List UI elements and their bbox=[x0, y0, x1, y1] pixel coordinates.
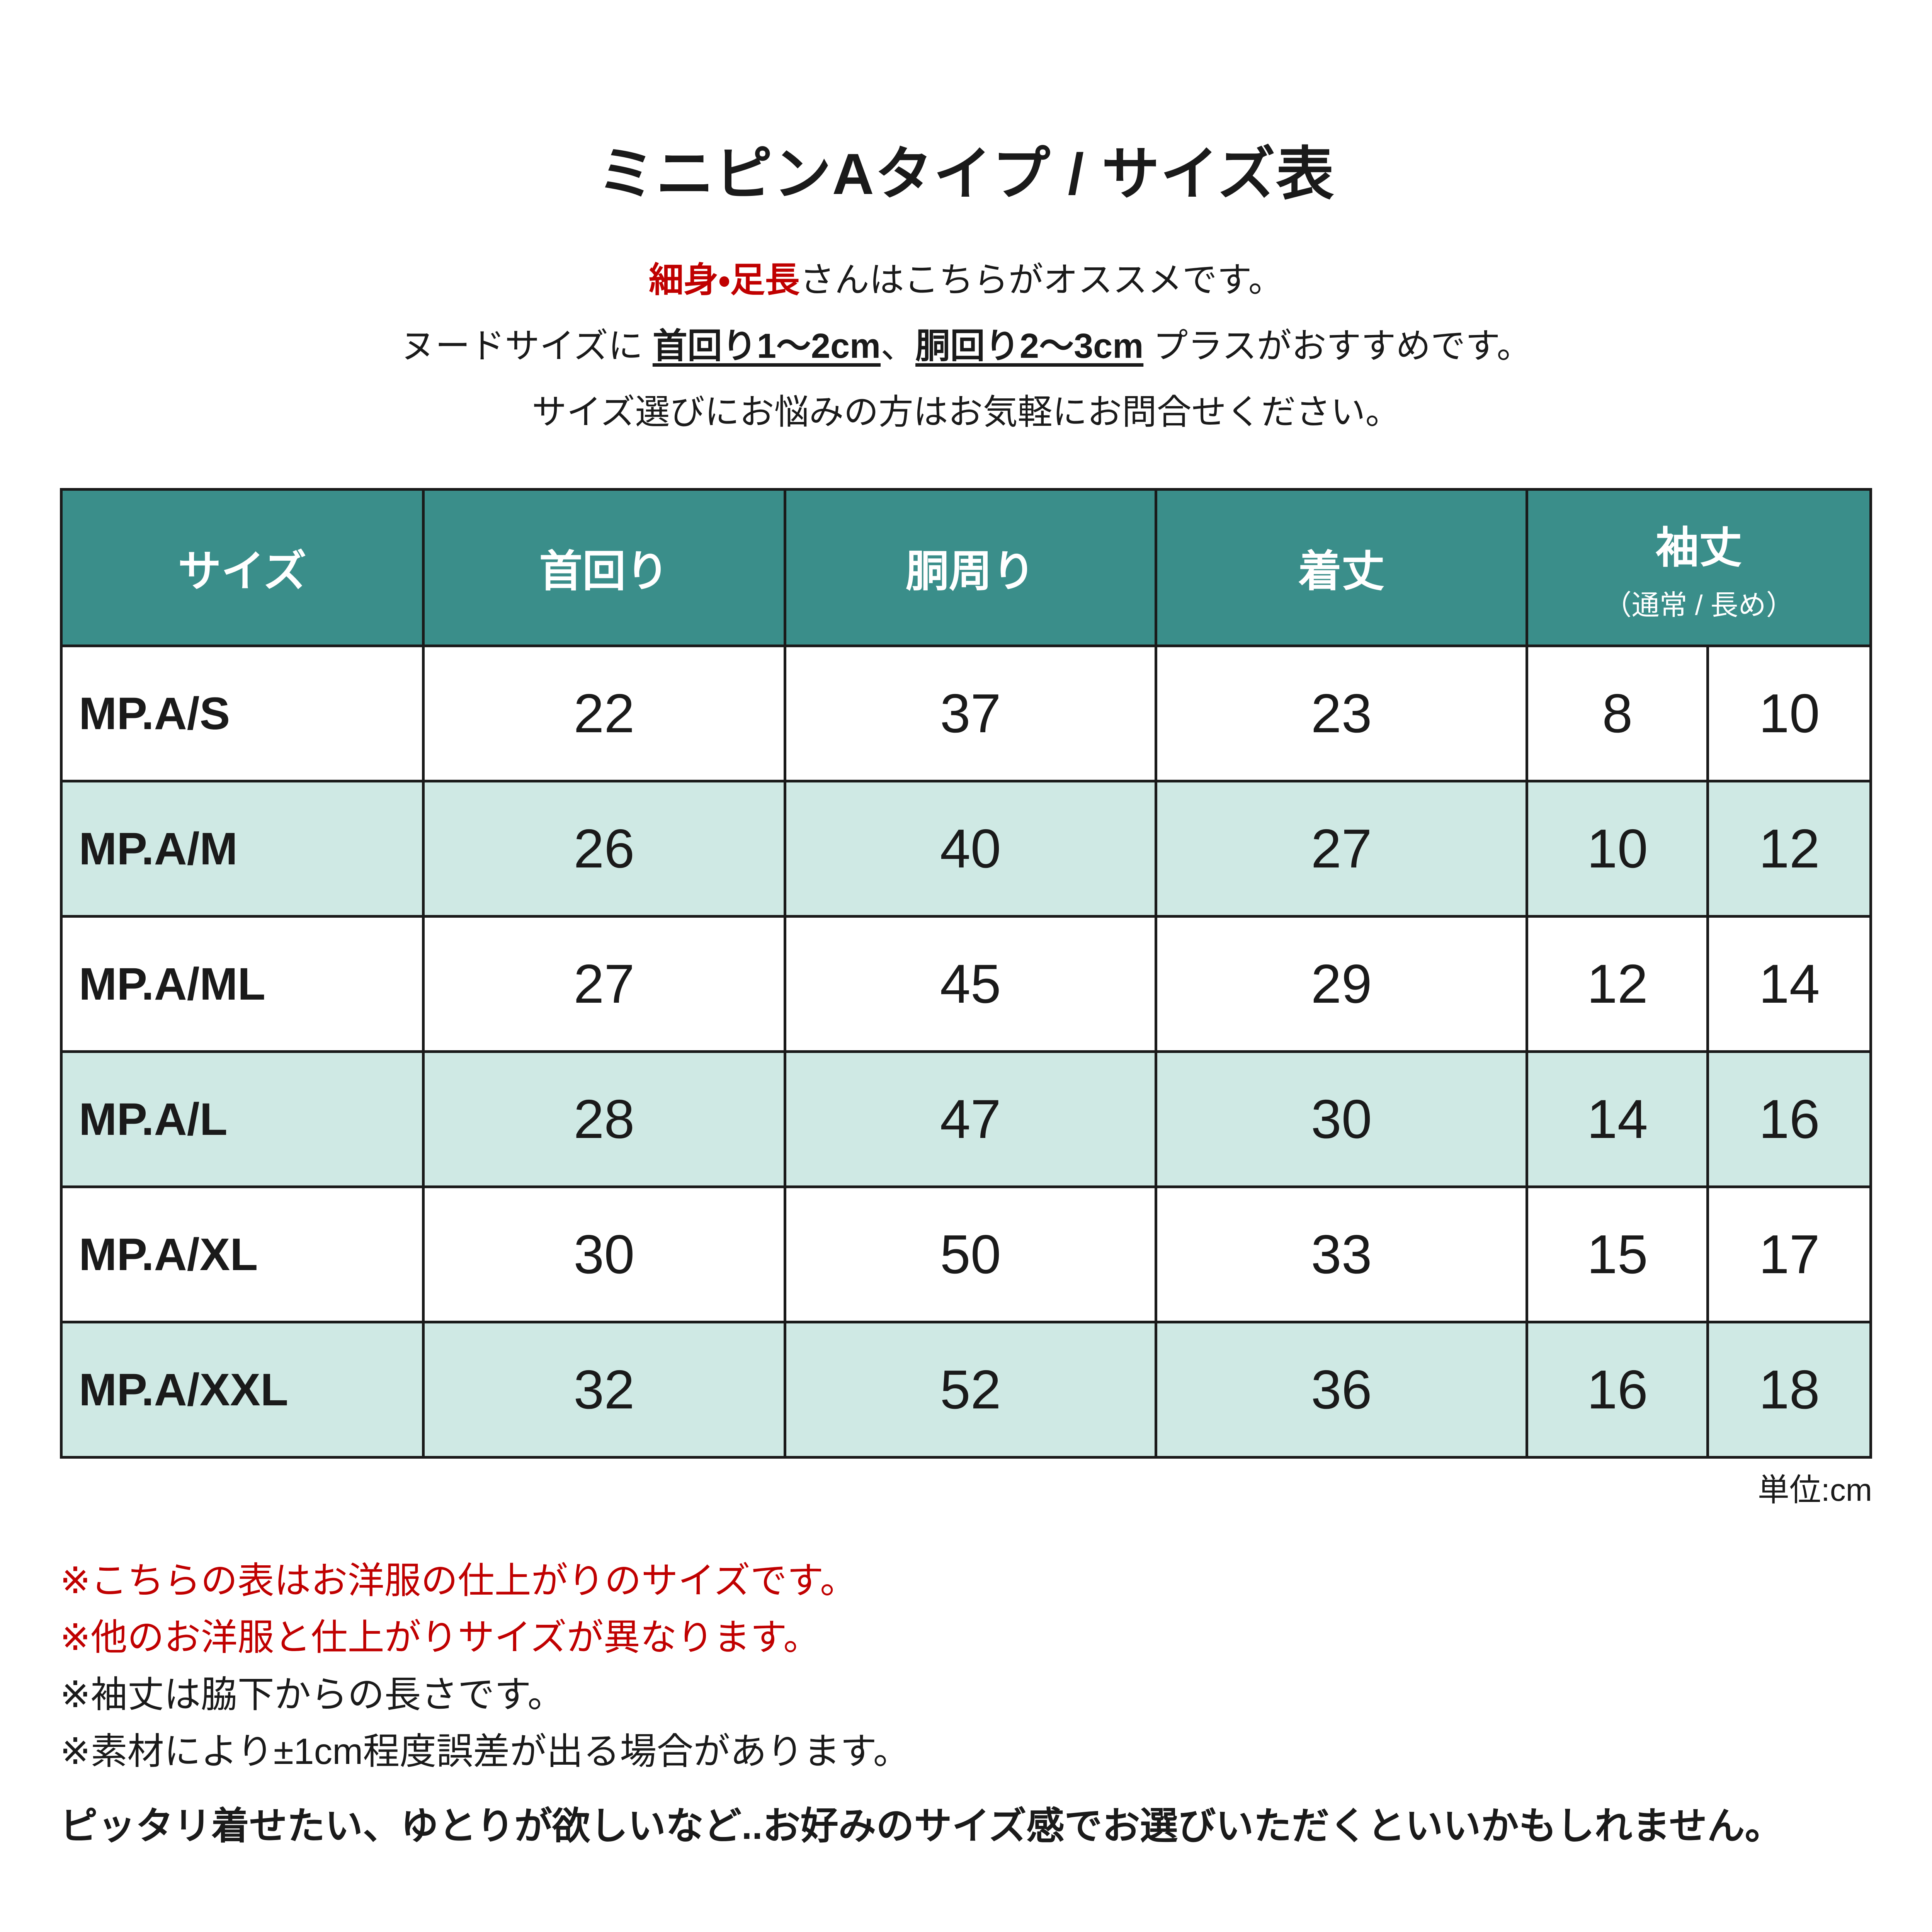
note-finished-size: ※こちらの表はお洋服の仕上がりのサイズです。 bbox=[60, 1560, 857, 1601]
table-row: MP.A/L 28 47 30 14 16 bbox=[60, 1050, 1872, 1188]
col-header-girth: 胴周り bbox=[784, 488, 1158, 647]
cell-girth: 37 bbox=[784, 645, 1158, 782]
note-sleeve-measure: ※袖丈は脇下からの長さです。 bbox=[60, 1674, 565, 1715]
row-label: MP.A/M bbox=[60, 780, 425, 918]
note-differs-from-others: ※他のお洋服と仕上がりサイズが異なります。 bbox=[60, 1617, 820, 1658]
cell-sleeve-long: 18 bbox=[1706, 1321, 1872, 1459]
table-row: MP.A/S 22 37 23 8 10 bbox=[60, 645, 1872, 782]
cell-sleeve-normal: 8 bbox=[1526, 645, 1709, 782]
cell-neck: 30 bbox=[422, 1185, 787, 1323]
intro-text: 細身・足長さんはこちらがオススメです。 ヌードサイズに 首回り1～2cm、胴回り… bbox=[60, 247, 1872, 446]
table-row: MP.A/ML 27 45 29 12 14 bbox=[60, 915, 1872, 1053]
cell-girth: 50 bbox=[784, 1185, 1158, 1323]
cell-sleeve-normal: 14 bbox=[1526, 1050, 1709, 1188]
notes-section: ※こちらの表はお洋服の仕上がりのサイズです。 ※他のお洋服と仕上がりサイズが異な… bbox=[60, 1553, 1872, 1780]
cell-sleeve-long: 10 bbox=[1706, 645, 1872, 782]
unit-label: 単位:cm bbox=[1757, 1473, 1872, 1508]
cell-girth: 45 bbox=[784, 915, 1158, 1053]
size-table: サイズ 首回り 胴周り 着丈 袖丈 （通常 / 長め） MP.A/S 22 37 … bbox=[60, 488, 1872, 1459]
intro-line-3: サイズ選びにお悩みの方はお気軽にお問合せください。 bbox=[532, 393, 1400, 432]
row-label: MP.A/XL bbox=[60, 1185, 425, 1323]
col-header-neck: 首回り bbox=[422, 488, 787, 647]
intro-line1-highlight: 細身・足長 bbox=[649, 261, 800, 299]
cell-sleeve-long: 14 bbox=[1706, 915, 1872, 1053]
cell-sleeve-long: 16 bbox=[1706, 1050, 1872, 1188]
cell-sleeve-normal: 15 bbox=[1526, 1185, 1709, 1323]
cell-girth: 47 bbox=[784, 1050, 1158, 1188]
row-label: MP.A/XXL bbox=[60, 1321, 425, 1459]
intro-line2-neck-range: 首回り1～2cm bbox=[652, 327, 881, 366]
cell-sleeve-long: 12 bbox=[1706, 780, 1872, 918]
cell-length: 33 bbox=[1155, 1185, 1529, 1323]
intro-line-1: 細身・足長さんはこちらがオススメです。 bbox=[60, 247, 1872, 313]
cell-sleeve-normal: 16 bbox=[1526, 1321, 1709, 1459]
cell-neck: 26 bbox=[422, 780, 787, 918]
intro-line2-separator: 、 bbox=[881, 327, 916, 366]
cell-girth: 40 bbox=[784, 780, 1158, 918]
col-header-length: 着丈 bbox=[1155, 488, 1529, 647]
cell-sleeve-normal: 12 bbox=[1526, 915, 1709, 1053]
cell-length: 29 bbox=[1155, 915, 1529, 1053]
size-table-header: サイズ 首回り 胴周り 着丈 袖丈 （通常 / 長め） bbox=[60, 488, 1872, 647]
intro-line2-girth-range: 胴回り2～3cm bbox=[915, 327, 1144, 366]
cell-neck: 28 bbox=[422, 1050, 787, 1188]
cell-length: 23 bbox=[1155, 645, 1529, 782]
intro-line1-rest: さんはこちらがオススメです。 bbox=[799, 261, 1283, 299]
cell-length: 27 bbox=[1155, 780, 1529, 918]
intro-line2-prefix: ヌードサイズに bbox=[400, 327, 653, 366]
cell-length: 30 bbox=[1155, 1050, 1529, 1188]
page-title: ミニピンAタイプ / サイズ表 bbox=[597, 141, 1335, 206]
cell-neck: 22 bbox=[422, 645, 787, 782]
footer-advice: ピッタリ着せたい、ゆとりが欲しいなど..お好みのサイズ感でお選びいただくといいか… bbox=[60, 1804, 1783, 1847]
row-label: MP.A/ML bbox=[60, 915, 425, 1053]
row-label: MP.A/S bbox=[60, 645, 425, 782]
table-row: MP.A/XXL 32 52 36 16 18 bbox=[60, 1321, 1872, 1459]
cell-girth: 52 bbox=[784, 1321, 1158, 1459]
col-header-sleeve-main: 袖丈 bbox=[1655, 523, 1742, 572]
size-table-body: MP.A/S 22 37 23 8 10 MP.A/M 26 40 27 10 … bbox=[60, 645, 1872, 1459]
cell-sleeve-normal: 10 bbox=[1526, 780, 1709, 918]
col-header-sleeve: 袖丈 （通常 / 長め） bbox=[1526, 488, 1872, 647]
header-row: サイズ 首回り 胴周り 着丈 袖丈 （通常 / 長め） bbox=[60, 488, 1872, 647]
table-row: MP.A/XL 30 50 33 15 17 bbox=[60, 1185, 1872, 1323]
col-header-size: サイズ bbox=[60, 488, 425, 647]
cell-length: 36 bbox=[1155, 1321, 1529, 1459]
intro-line2-suffix: プラスがおすすめです。 bbox=[1143, 327, 1532, 366]
col-header-sleeve-sub: （通常 / 長め） bbox=[1604, 590, 1794, 621]
note-material-tolerance: ※素材により±1cm程度誤差が出る場合があります。 bbox=[60, 1731, 910, 1772]
cell-sleeve-long: 17 bbox=[1706, 1185, 1872, 1323]
intro-line-2: ヌードサイズに 首回り1～2cm、胴回り2～3cm プラスがおすすめです。 bbox=[60, 313, 1872, 379]
cell-neck: 27 bbox=[422, 915, 787, 1053]
cell-neck: 32 bbox=[422, 1321, 787, 1459]
row-label: MP.A/L bbox=[60, 1050, 425, 1188]
table-row: MP.A/M 26 40 27 10 12 bbox=[60, 780, 1872, 918]
